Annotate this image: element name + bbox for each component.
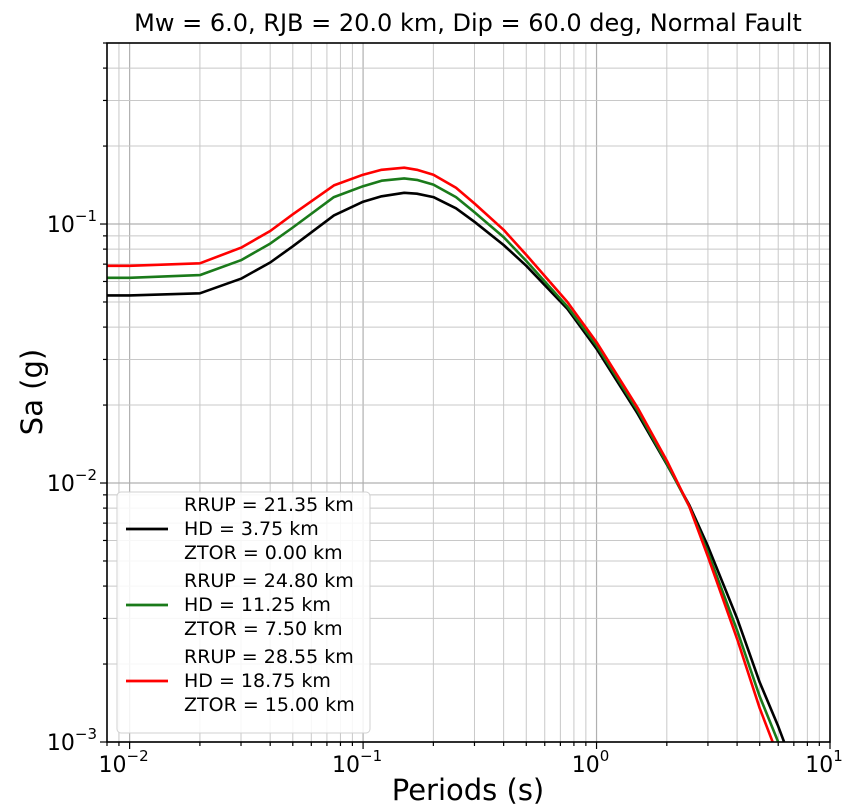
series-lines (107, 166, 786, 742)
legend-box (116, 491, 371, 734)
y-tick-label: 10−3 (47, 725, 97, 756)
series-line-3 (107, 166, 775, 742)
legend-label: HD = 18.75 km (184, 670, 331, 692)
y-tick-labels: 10−3 10−2 10−1 (47, 207, 97, 756)
x-tick-labels: 10−2 10−1 100 101 (99, 747, 843, 778)
x-tick-label: 10−1 (332, 747, 382, 778)
y-tick-label: 10−2 (47, 466, 97, 497)
legend-label: RRUP = 21.35 km (184, 494, 354, 516)
y-axis-label: Sa (g) (15, 349, 49, 435)
x-tick-label: 10−2 (99, 747, 149, 778)
legend-label: ZTOR = 7.50 km (184, 618, 343, 640)
legend-label: ZTOR = 0.00 km (184, 542, 343, 564)
series-line-1 (107, 191, 786, 742)
chart-title: Mw = 6.0, RJB = 20.0 km, Dip = 60.0 deg,… (134, 9, 802, 37)
ticks (100, 42, 831, 749)
legend-label: HD = 11.25 km (184, 594, 331, 616)
legend-label: HD = 3.75 km (184, 518, 319, 540)
legend-label: ZTOR = 15.00 km (184, 694, 355, 716)
y-tick-label: 10−1 (47, 207, 97, 238)
x-axis-label: Periods (s) (392, 773, 545, 807)
x-tick-label: 101 (805, 747, 843, 778)
plot-frame (106, 42, 831, 743)
legend-label: RRUP = 24.80 km (184, 570, 354, 592)
legend-label: RRUP = 28.55 km (184, 646, 354, 668)
x-tick-label: 100 (572, 747, 610, 778)
